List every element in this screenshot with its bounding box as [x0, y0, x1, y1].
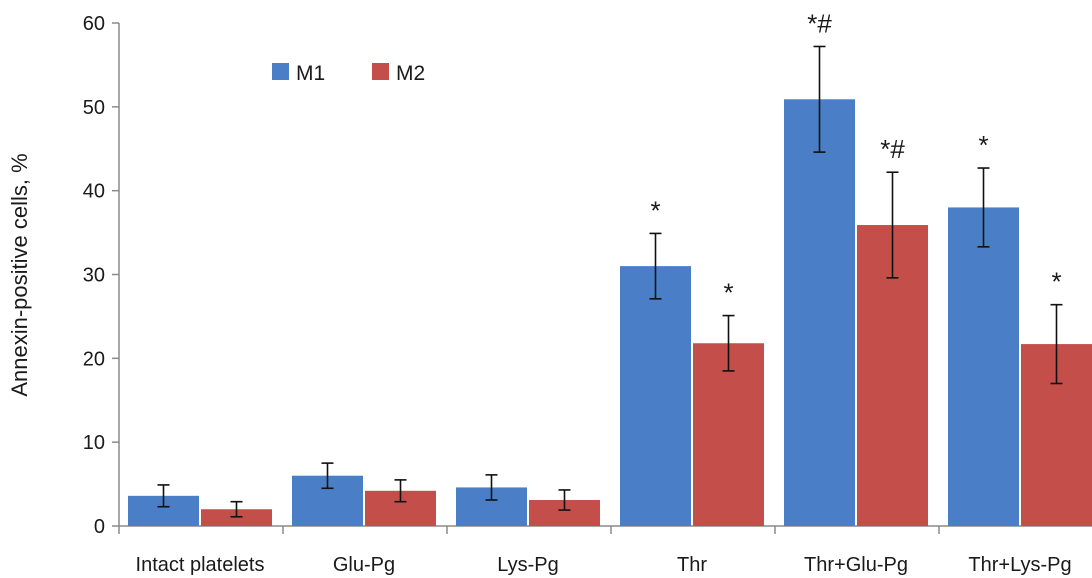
bars [128, 99, 1092, 526]
y-tick-label: 30 [83, 265, 105, 287]
significance-marker: * [650, 195, 660, 225]
y-tick-label: 50 [83, 97, 105, 119]
legend-swatch-m1 [272, 63, 289, 80]
x-tick-label: Glu-Pg [333, 554, 395, 576]
legend: M1 M2 [272, 62, 425, 85]
y-axis-title: Annexin-positive cells, % [7, 153, 32, 396]
x-tick-label: Lys-Pg [497, 554, 559, 576]
y-tick-label: 20 [83, 348, 105, 370]
y-tick-label: 10 [83, 432, 105, 454]
y-axis-title-group: Annexin-positive cells, % [7, 153, 32, 396]
bar-m2-0 [201, 509, 272, 526]
y-tick-label: 60 [83, 13, 105, 35]
bar-m1-3 [620, 266, 691, 526]
significance-marker: *# [807, 8, 832, 38]
x-tick-labels: Intact platelets Glu-Pg Lys-Pg Thr Thr+Glu-P… [136, 554, 1072, 576]
y-tick-label: 40 [83, 181, 105, 203]
bar-m1-5 [948, 207, 1019, 526]
x-tick-label: Intact platelets [136, 554, 265, 576]
significance-marker: * [723, 278, 733, 308]
legend-label-m1: M1 [296, 62, 325, 85]
y-tick-label: 0 [94, 516, 105, 538]
bar-m1-4 [784, 99, 855, 526]
significance-marker: *# [880, 134, 905, 164]
significance-marker: * [1051, 267, 1061, 297]
x-tick-label: Thr [677, 554, 707, 576]
legend-label-m2: M2 [396, 62, 425, 85]
x-tick-label: Thr+Glu-Pg [804, 554, 908, 576]
bar-m2-3 [693, 343, 764, 526]
x-tick-label: Thr+Lys-Pg [968, 554, 1071, 576]
legend-swatch-m2 [372, 63, 389, 80]
error-bars [157, 45, 1063, 518]
significance-marker: * [978, 130, 988, 160]
significance-annotations: * * *# *# * * [650, 8, 1061, 307]
axes: 0 10 20 30 40 50 60 [83, 13, 1092, 538]
